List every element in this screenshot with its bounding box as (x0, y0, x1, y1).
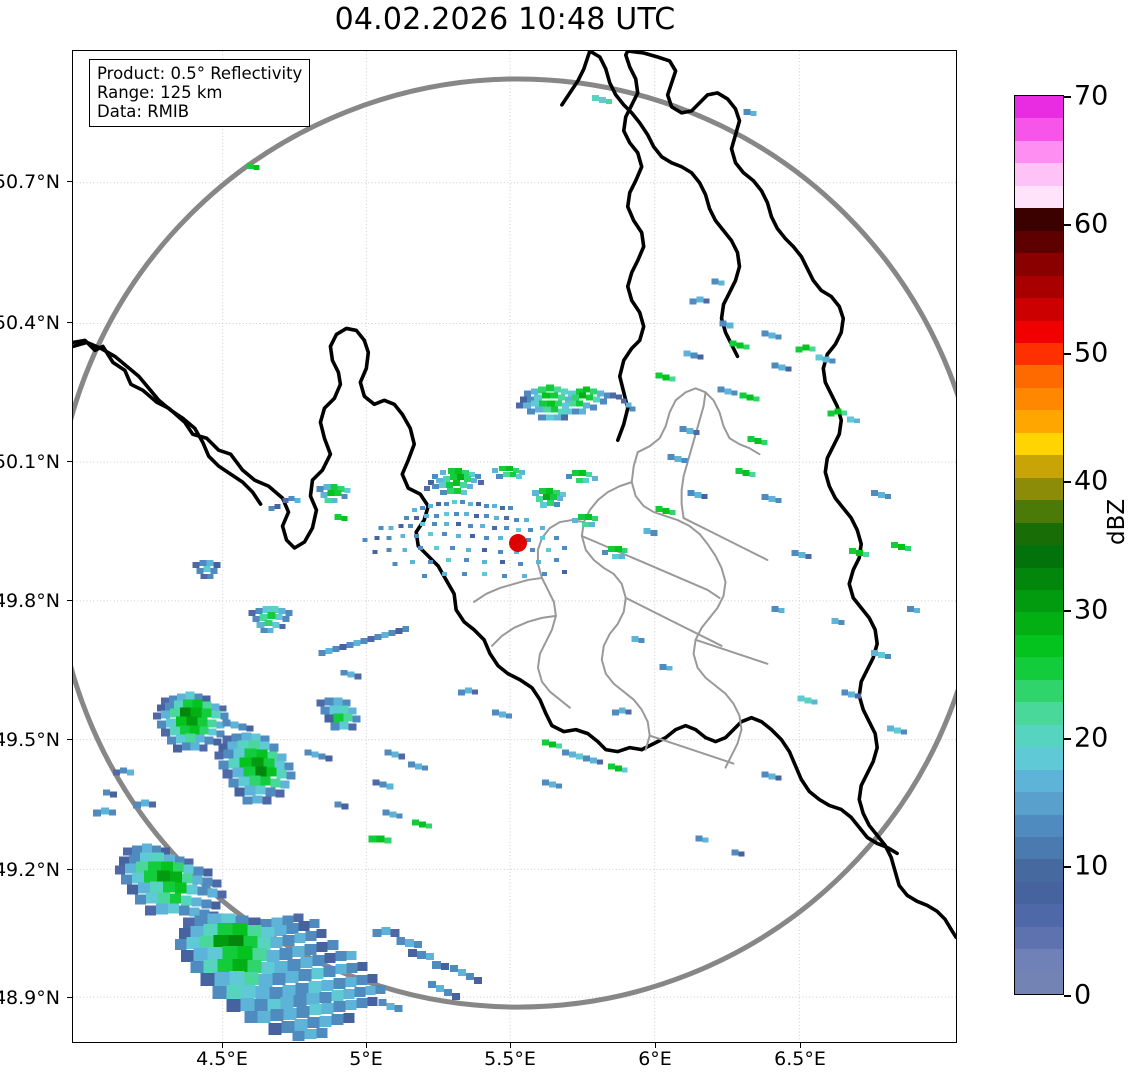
colorbar-band-33 (1015, 836, 1063, 860)
colorbar-band-15 (1015, 432, 1063, 456)
colorbar-band-26 (1015, 679, 1063, 703)
colorbar-band-22 (1015, 589, 1063, 613)
colorbar-band-25 (1015, 657, 1063, 680)
colorbar-band-35 (1015, 881, 1063, 905)
echo-cluster-south (114, 835, 483, 1042)
colorbar-band-0 (1015, 96, 1063, 119)
colorbar[interactable] (1014, 95, 1064, 995)
colorbar-band-5 (1015, 208, 1063, 231)
x-tick-label-6: 6°E (638, 1048, 672, 1070)
colorbar-tick-50 (1064, 353, 1071, 355)
colorbar-band-12 (1015, 365, 1063, 388)
colorbar-tick-60 (1064, 224, 1071, 226)
echo-cluster-scattered-mid (334, 669, 632, 829)
colorbar-tick-30 (1064, 610, 1071, 612)
radar-site-marker (509, 534, 527, 552)
colorbar-band-6 (1015, 230, 1063, 254)
range-ring-125km (73, 76, 956, 1010)
colorbar-band-23 (1015, 612, 1063, 635)
colorbar-band-17 (1015, 477, 1063, 501)
info-product: Product: 0.5° Reflectivity (97, 64, 303, 83)
colorbar-band-30 (1015, 769, 1063, 793)
colorbar-band-16 (1015, 455, 1063, 478)
colorbar-label-10: 10 (1074, 850, 1109, 882)
info-data: Data: RMIB (97, 102, 190, 122)
colorbar-label-30: 30 (1074, 594, 1109, 626)
colorbar-label-40: 40 (1074, 465, 1109, 497)
colorbar-tick-40 (1064, 481, 1071, 483)
y-tick-label-49-8: 49.8°N (0, 590, 60, 612)
colorbar-tick-20 (1064, 738, 1071, 740)
colorbar-band-14 (1015, 410, 1063, 433)
x-tick-mark (366, 1043, 368, 1048)
colorbar-band-31 (1015, 792, 1063, 815)
colorbar-band-10 (1015, 320, 1063, 343)
x-tick-mark (800, 1043, 802, 1048)
x-tick-label-5-5: 5.5°E (484, 1048, 536, 1070)
echo-cluster-southwest (92, 625, 410, 817)
colorbar-band-4 (1015, 185, 1063, 209)
colorbar-tick-10 (1064, 866, 1071, 868)
colorbar-band-24 (1015, 634, 1063, 658)
country-borders (73, 51, 956, 940)
colorbar-tick-70 (1064, 96, 1071, 98)
y-tick-label-50-7: 50.7°N (0, 171, 60, 193)
colorbar-band-36 (1015, 904, 1063, 927)
colorbar-band-29 (1015, 747, 1063, 770)
radar-echo-pixels (92, 94, 921, 1042)
colorbar-band-27 (1015, 702, 1063, 725)
y-tick-label-48-9: 48.9°N (0, 987, 60, 1009)
colorbar-band-18 (1015, 500, 1063, 523)
y-tick-label-49-2: 49.2°N (0, 859, 60, 881)
colorbar-band-3 (1015, 163, 1063, 186)
colorbar-band-7 (1015, 253, 1063, 276)
colorbar-label-70: 70 (1074, 80, 1109, 112)
colorbar-band-32 (1015, 814, 1063, 837)
echo-cluster-west (192, 484, 351, 633)
colorbar-band-20 (1015, 545, 1063, 568)
x-tick-label-5: 5°E (349, 1048, 383, 1070)
echo-cluster-central-clutter (362, 466, 628, 578)
y-tick-label-49-5: 49.5°N (0, 729, 60, 751)
colorbar-band-37 (1015, 926, 1063, 950)
info-range: Range: 125 km (97, 83, 223, 103)
colorbar-band-13 (1015, 387, 1063, 411)
echo-cluster-north (515, 384, 636, 421)
colorbar-band-2 (1015, 140, 1063, 164)
x-tick-mark (510, 1043, 512, 1048)
colorbar-title: dBZ (1104, 498, 1130, 545)
y-tick-label-50-1: 50.1°N (0, 451, 60, 473)
x-tick-mark (655, 1043, 657, 1048)
colorbar-band-1 (1015, 118, 1063, 141)
colorbar-band-38 (1015, 949, 1063, 972)
colorbar-band-19 (1015, 522, 1063, 546)
colorbar-band-34 (1015, 859, 1063, 882)
echo-cluster-east (246, 94, 921, 857)
colorbar-label-20: 20 (1074, 722, 1109, 754)
colorbar-band-11 (1015, 342, 1063, 366)
colorbar-label-50: 50 (1074, 337, 1109, 369)
colorbar-label-60: 60 (1074, 208, 1109, 240)
colorbar-band-21 (1015, 567, 1063, 590)
radar-map-canvas (73, 51, 956, 1042)
colorbar-band-8 (1015, 275, 1063, 299)
internal-admin-borders (473, 387, 769, 769)
colorbar-tick-0 (1064, 995, 1071, 997)
colorbar-label-0: 0 (1074, 979, 1092, 1011)
colorbar-band-28 (1015, 724, 1063, 748)
y-tick-label-50-4: 50.4°N (0, 312, 60, 334)
colorbar-band-39 (1015, 971, 1063, 994)
x-tick-label-6-5: 6.5°E (774, 1048, 826, 1070)
colorbar-band-9 (1015, 298, 1063, 321)
x-tick-label-4-5: 4.5°E (196, 1048, 248, 1070)
radar-map-axes[interactable]: Product: 0.5° Reflectivity Range: 125 km… (72, 50, 957, 1043)
info-box: Product: 0.5° Reflectivity Range: 125 km… (89, 59, 311, 128)
x-tick-mark (222, 1043, 224, 1048)
page-title: 04.02.2026 10:48 UTC (334, 2, 676, 37)
